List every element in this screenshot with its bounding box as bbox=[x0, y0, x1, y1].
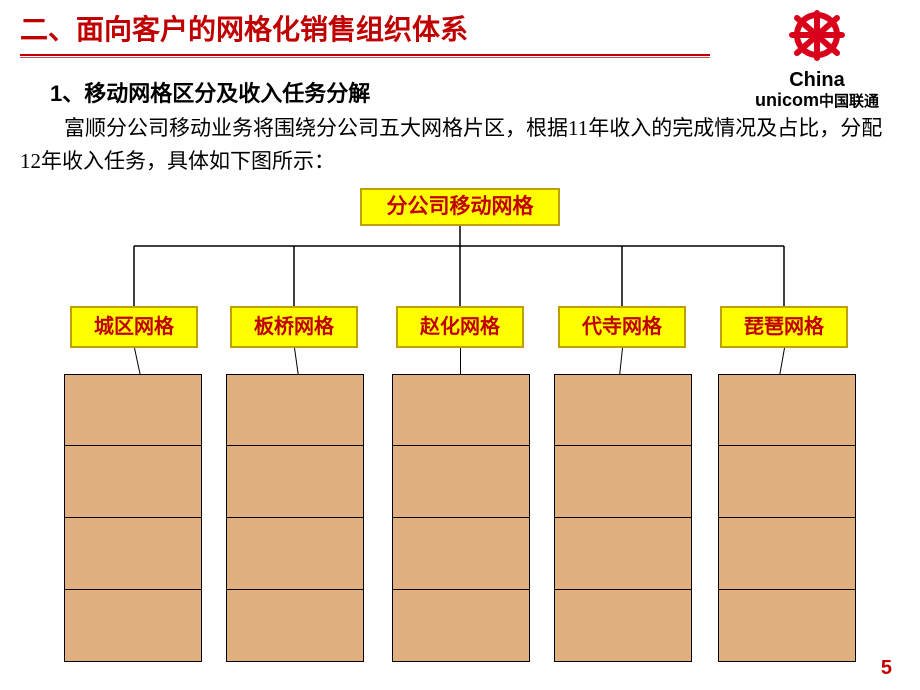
stack-cell bbox=[64, 446, 202, 518]
slash-connectors bbox=[0, 348, 920, 376]
stack-cell bbox=[64, 518, 202, 590]
stack-cell bbox=[226, 446, 364, 518]
logo-line1: China bbox=[732, 70, 902, 91]
stack-cell bbox=[718, 518, 856, 590]
stack-column bbox=[64, 374, 202, 662]
stack-column bbox=[392, 374, 530, 662]
stack-cell bbox=[392, 518, 530, 590]
stack-cell bbox=[718, 374, 856, 446]
subheading: 1、移动网格区分及收入任务分解 bbox=[50, 76, 370, 108]
child-node: 赵化网格 bbox=[396, 306, 524, 348]
stack-cell bbox=[718, 590, 856, 662]
stack-cell bbox=[64, 590, 202, 662]
stack-column bbox=[718, 374, 856, 662]
logo-line2-zh: 中国联通 bbox=[819, 93, 879, 110]
body-text: 富顺分公司移动业务将围绕分公司五大网格片区，根据11年收入的完成情况及占比，分配… bbox=[20, 116, 882, 173]
page-title: 二、面向客户的网格化销售组织体系 bbox=[20, 8, 710, 48]
title-bar: 二、面向客户的网格化销售组织体系 bbox=[20, 8, 710, 57]
slash-connector bbox=[460, 348, 461, 376]
child-node: 城区网格 bbox=[70, 306, 198, 348]
stack-cell bbox=[392, 446, 530, 518]
stack-cell bbox=[392, 590, 530, 662]
stack-cell bbox=[718, 446, 856, 518]
root-node: 分公司移动网格 bbox=[360, 188, 560, 226]
page-number: 5 bbox=[881, 657, 892, 680]
stack-cell bbox=[554, 374, 692, 446]
stack-column bbox=[226, 374, 364, 662]
stack-cell bbox=[226, 518, 364, 590]
stack-cell bbox=[554, 446, 692, 518]
title-underline bbox=[20, 54, 710, 57]
stack-cell bbox=[554, 518, 692, 590]
stack-cell bbox=[226, 374, 364, 446]
stack-cell bbox=[226, 590, 364, 662]
stack-cell bbox=[64, 374, 202, 446]
slash-connector bbox=[294, 348, 299, 376]
child-node: 琵琶网格 bbox=[720, 306, 848, 348]
logo: China unicom中国联通 bbox=[732, 8, 902, 111]
logo-line2-en: unicom bbox=[755, 90, 819, 110]
tree-connectors bbox=[0, 226, 920, 306]
child-node: 板桥网格 bbox=[230, 306, 358, 348]
slash-connector bbox=[134, 348, 141, 376]
stack-cell bbox=[554, 590, 692, 662]
stack-column bbox=[554, 374, 692, 662]
child-node: 代寺网格 bbox=[558, 306, 686, 348]
logo-text: China unicom中国联通 bbox=[732, 70, 902, 111]
stack-cell bbox=[392, 374, 530, 446]
slash-connector bbox=[779, 348, 785, 376]
slash-connector bbox=[619, 348, 623, 376]
body-paragraph: 富顺分公司移动业务将围绕分公司五大网格片区，根据11年收入的完成情况及占比，分配… bbox=[20, 112, 896, 177]
china-unicom-knot-icon bbox=[777, 8, 857, 63]
